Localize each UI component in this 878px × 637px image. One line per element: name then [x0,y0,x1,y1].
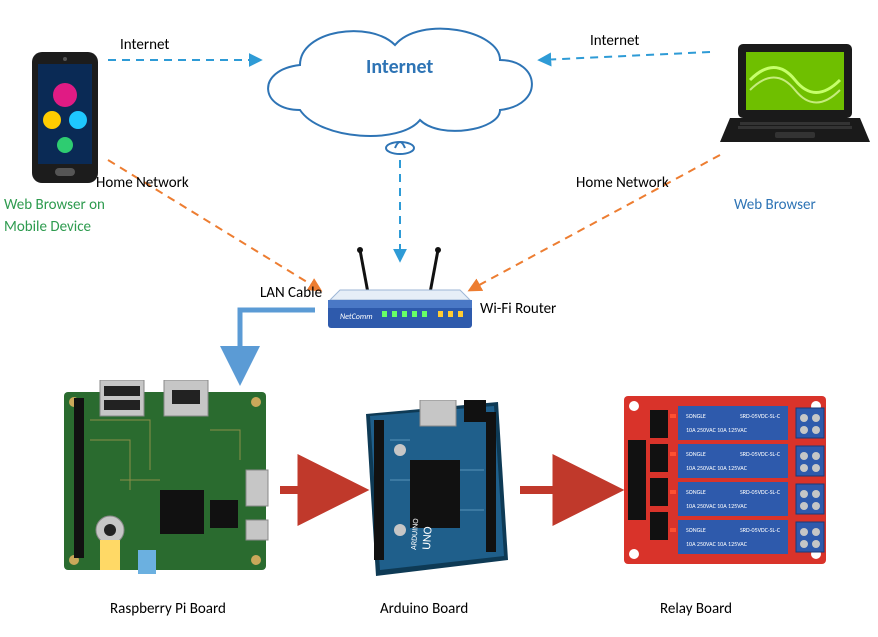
svg-text:SONGLE: SONGLE [686,488,706,496]
label-internet-cloud: Internet [366,55,433,79]
edge-lan-cable [240,310,315,378]
rpi-node [60,380,270,580]
svg-text:SRD-05VDC-SL-C: SRD-05VDC-SL-C [740,488,781,496]
label-wifi-router: Wi-Fi Router [480,300,556,318]
label-rpi: Raspberry Pi Board [110,600,226,618]
label-laptop-browser: Web Browser [734,196,816,214]
svg-text:SRD-05VDC-SL-C: SRD-05VDC-SL-C [740,526,781,534]
label-internet-right: Internet [590,32,639,50]
phone-node [30,50,100,185]
svg-text:NetComm: NetComm [340,312,373,322]
label-mobile-browser-2: Mobile Device [4,218,91,236]
laptop-node [720,40,870,150]
internet-cloud [268,29,532,154]
label-mobile-browser-1: Web Browser on [4,196,105,214]
svg-text:SONGLE: SONGLE [686,412,706,420]
svg-text:SRD-05VDC-SL-C: SRD-05VDC-SL-C [740,412,781,420]
svg-text:10A 250VAC 10A 125VAC: 10A 250VAC 10A 125VAC [686,502,748,510]
arduino-node: UNO ARDUINO [360,400,510,580]
svg-text:SONGLE: SONGLE [686,526,706,534]
svg-text:10A 250VAC 10A 125VAC: 10A 250VAC 10A 125VAC [686,540,748,548]
relay-node: SONGLE SRD-05VDC-SL-C SONGLE SRD-05VDC-SL-… [620,390,830,570]
label-lan-cable: LAN Cable [260,284,322,302]
label-home-net-left: Home Network [96,174,189,192]
label-home-net-right: Home Network [576,174,669,192]
svg-text:SRD-05VDC-SL-C: SRD-05VDC-SL-C [740,450,781,458]
label-internet-left: Internet [120,36,169,54]
label-relay: Relay Board [660,600,732,618]
label-arduino: Arduino Board [380,600,468,618]
svg-text:UNO: UNO [420,526,436,550]
svg-text:10A 250VAC 10A 125VAC: 10A 250VAC 10A 125VAC [686,464,748,472]
router-node: NetComm [320,245,480,345]
svg-text:SONGLE: SONGLE [686,450,706,458]
svg-text:10A 250VAC 10A 125VAC: 10A 250VAC 10A 125VAC [686,426,748,434]
edge-laptop-cloud [540,52,710,60]
